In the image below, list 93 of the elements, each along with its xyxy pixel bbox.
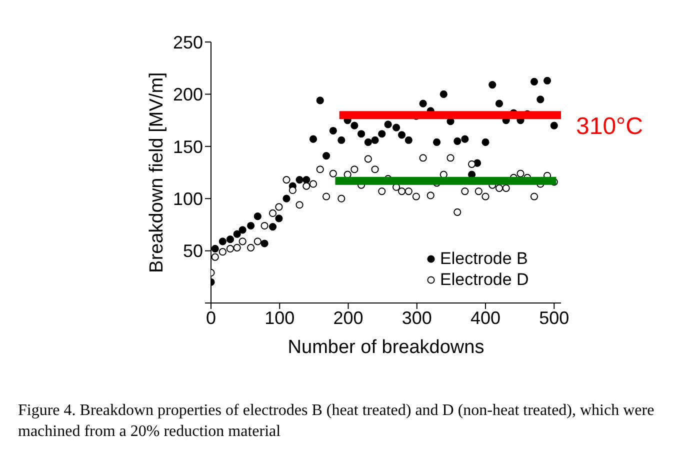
point bbox=[392, 124, 400, 132]
point bbox=[322, 152, 330, 160]
x-tick-label: 300 bbox=[402, 308, 432, 328]
point bbox=[404, 187, 412, 196]
point bbox=[268, 209, 277, 218]
point bbox=[211, 244, 219, 253]
point bbox=[338, 136, 346, 144]
x-tick-label: 500 bbox=[539, 308, 570, 328]
point bbox=[502, 184, 510, 192]
point bbox=[238, 238, 246, 246]
point bbox=[530, 78, 538, 86]
point bbox=[550, 122, 558, 130]
x-tick-label: 0 bbox=[206, 308, 216, 328]
x-tick-label: 400 bbox=[470, 308, 501, 328]
point bbox=[543, 76, 552, 84]
point bbox=[329, 170, 337, 178]
point bbox=[454, 137, 462, 145]
point bbox=[322, 192, 330, 200]
point bbox=[282, 194, 290, 202]
point bbox=[398, 187, 406, 196]
point bbox=[412, 192, 420, 200]
point bbox=[495, 100, 504, 108]
point bbox=[296, 201, 304, 209]
point bbox=[482, 192, 490, 200]
legend-label: Electrode B bbox=[440, 248, 528, 269]
point bbox=[468, 160, 476, 168]
point bbox=[378, 130, 386, 138]
y-tick-label: 200 bbox=[172, 84, 203, 105]
point bbox=[357, 130, 366, 138]
point bbox=[247, 244, 255, 252]
point bbox=[371, 166, 379, 174]
point bbox=[440, 90, 448, 98]
point bbox=[218, 248, 226, 256]
x-axis-title: Number of breakdowns bbox=[288, 337, 484, 358]
point bbox=[316, 96, 324, 104]
caption: Figure 4. Breakdown properties of electrodes B (heat treated) and D (non-heat treated), which were machined from a 20% reduction material bbox=[18, 401, 656, 442]
point bbox=[378, 187, 386, 196]
point bbox=[474, 187, 482, 196]
point bbox=[446, 154, 454, 162]
point bbox=[218, 238, 226, 246]
point bbox=[419, 154, 427, 162]
x-tick-label: 200 bbox=[333, 308, 364, 328]
point bbox=[275, 203, 283, 211]
point bbox=[371, 136, 379, 144]
point bbox=[350, 166, 358, 174]
point bbox=[482, 138, 490, 146]
point bbox=[309, 180, 318, 188]
point bbox=[309, 135, 318, 143]
point bbox=[302, 182, 310, 190]
point bbox=[419, 100, 427, 108]
point bbox=[226, 244, 234, 253]
point bbox=[364, 155, 372, 163]
point bbox=[260, 222, 268, 230]
point bbox=[432, 138, 441, 146]
point bbox=[384, 120, 392, 128]
point bbox=[461, 187, 469, 196]
point bbox=[254, 238, 262, 246]
point bbox=[461, 135, 469, 143]
point bbox=[254, 212, 262, 220]
point bbox=[211, 253, 219, 261]
point bbox=[495, 184, 504, 192]
point bbox=[247, 222, 255, 230]
point bbox=[302, 176, 310, 184]
point bbox=[296, 176, 304, 184]
x-tick-label: 100 bbox=[264, 308, 295, 328]
point bbox=[275, 214, 283, 222]
point bbox=[233, 230, 241, 238]
point bbox=[338, 194, 346, 202]
text: 310°C bbox=[576, 112, 643, 141]
point bbox=[316, 166, 324, 174]
point bbox=[329, 126, 337, 135]
point bbox=[398, 131, 406, 139]
legend-label: Electrode D bbox=[440, 269, 529, 290]
point bbox=[260, 240, 268, 248]
point bbox=[516, 170, 524, 178]
point bbox=[536, 96, 544, 104]
point bbox=[364, 138, 372, 146]
point bbox=[350, 122, 358, 130]
point bbox=[454, 208, 462, 216]
point bbox=[530, 192, 538, 200]
y-axis-title: Breakdown field [MV/m] bbox=[146, 72, 168, 273]
point bbox=[426, 192, 434, 200]
y-tick-label: 50 bbox=[182, 241, 203, 262]
y-tick-label: 100 bbox=[172, 188, 203, 209]
point bbox=[226, 236, 234, 244]
y-tick-label: 150 bbox=[172, 136, 203, 157]
point bbox=[268, 222, 277, 231]
point bbox=[282, 176, 290, 184]
point bbox=[488, 81, 496, 89]
point bbox=[233, 244, 241, 252]
point bbox=[238, 226, 246, 234]
point bbox=[404, 136, 412, 144]
y-tick-label: 250 bbox=[172, 32, 203, 52]
